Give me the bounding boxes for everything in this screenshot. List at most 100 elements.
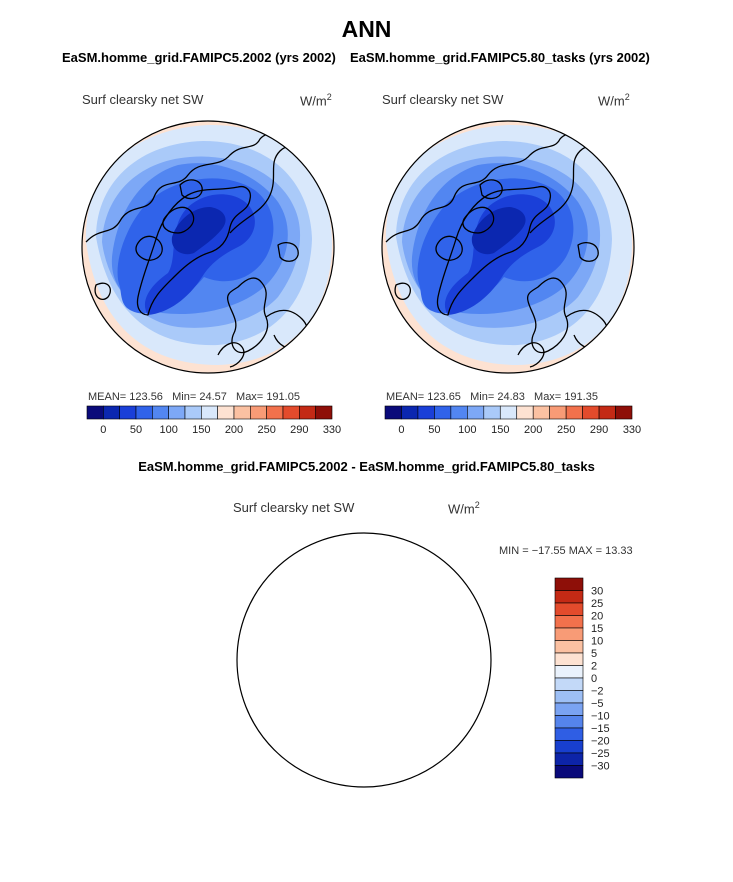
colorbar-diff-swatch-3 (554, 615, 584, 629)
colorbar-diff-swatch-0 (554, 577, 584, 591)
max-label-right: Max= (534, 391, 562, 403)
mean-label-left: MEAN= (88, 391, 127, 403)
colorbar-right-swatch-6 (483, 405, 501, 420)
max-value-left: 191.05 (266, 391, 300, 403)
colorbar-diff-swatch-12 (554, 727, 584, 741)
map-right (381, 120, 635, 374)
colorbar-diff-swatch-9 (554, 690, 584, 704)
colorbar-diff-swatch-14 (554, 752, 584, 766)
colorbar-left-swatch-14 (315, 405, 333, 420)
stats-left: MEAN= 123.56 Min= 24.57 Max= 191.05 (88, 391, 300, 403)
colorbar-diff-tick-label: −15 (591, 723, 610, 735)
units-base-left: W/m (300, 93, 327, 109)
panel-title-left: EaSM.homme_grid.FAMIPC5.2002 (yrs 2002) (62, 50, 336, 65)
mean-label-right: MEAN= (386, 391, 425, 403)
colorbar-diff-tick-label: −2 (591, 686, 604, 698)
colorbar-left-swatch-13 (299, 405, 316, 420)
min-label-left: Min= (172, 391, 197, 403)
colorbar-right-tick-label: 150 (491, 424, 509, 436)
units-exp-left: 2 (326, 92, 332, 102)
variable-label-right: Surf clearsky net SW (382, 92, 504, 107)
colorbar-right-swatch-1 (401, 405, 419, 420)
colorbar-right-swatch-10 (549, 405, 567, 420)
mean-value-right: 123.65 (427, 391, 461, 403)
colorbar-diff-tick-label: −20 (591, 736, 610, 748)
colorbar-diff-swatch-8 (554, 677, 584, 691)
colorbar-diff-swatch-4 (554, 627, 584, 641)
colorbar-diff-swatch-7 (554, 665, 584, 679)
colorbar-left-swatch-8 (217, 405, 235, 420)
colorbar-diff-swatch-1 (554, 590, 584, 604)
max-value-right: 191.35 (564, 391, 598, 403)
max-label-left: Max= (236, 391, 264, 403)
colorbar-left-tick-label: 250 (257, 424, 275, 436)
colorbar-diff-tick-label: 20 (591, 611, 603, 623)
colorbar-right-swatch-7 (499, 405, 518, 420)
colorbar-left-tick-label: 200 (225, 424, 243, 436)
colorbar-left-swatch-1 (103, 405, 120, 420)
min-label-right: Min= (470, 391, 495, 403)
colorbar-right-swatch-5 (467, 405, 485, 420)
units-exp-right: 2 (624, 92, 630, 102)
colorbar-diff-swatch-5 (554, 640, 584, 654)
panel-title-right: EaSM.homme_grid.FAMIPC5.80_tasks (yrs 20… (350, 50, 650, 65)
colorbar-diff-swatch-13 (554, 740, 584, 754)
figure-title: ANN (341, 16, 392, 42)
colorbar-left-swatch-4 (152, 405, 169, 420)
colorbar-diff-tick-label: 25 (591, 598, 603, 610)
colorbar-right-swatch-13 (598, 405, 616, 420)
colorbar-left-swatch-3 (135, 405, 153, 420)
colorbar-diff-tick-label: 15 (591, 623, 603, 635)
colorbar-diff-tick-label: −5 (591, 698, 604, 710)
colorbar-diff-tick-label: −30 (591, 761, 610, 773)
colorbar-right-swatch-2 (417, 405, 435, 420)
colorbar-right-swatch-0 (384, 405, 402, 420)
colorbar-left-swatch-12 (282, 405, 300, 420)
colorbar-right-tick-label: 290 (590, 424, 608, 436)
stats-right: MEAN= 123.65 Min= 24.83 Max= 191.35 (386, 391, 598, 403)
colorbar-right-swatch-12 (582, 405, 600, 420)
colorbar-left-tick-label: 100 (159, 424, 177, 436)
colorbar-diff-tick-label: 2 (591, 661, 597, 673)
units-base-diff: W/m (448, 501, 475, 517)
colorbar-diff-tick-label: 30 (591, 586, 603, 598)
units-exp-diff: 2 (474, 500, 480, 510)
colorbar-right-swatch-11 (565, 405, 583, 420)
colorbar-diff-tick-label: 0 (591, 673, 597, 685)
colorbar-diff-tick-label: 5 (591, 648, 597, 660)
colorbar-left-tick-label: 0 (100, 424, 106, 436)
colorbar-right-tick-label: 330 (623, 424, 641, 436)
colorbar-right-swatch-9 (532, 405, 550, 420)
colorbar-left-swatch-2 (119, 405, 137, 420)
colorbar-left-tick-label: 150 (192, 424, 210, 436)
colorbar-left-swatch-6 (184, 405, 202, 420)
units-label-diff: W/m2 (448, 500, 480, 516)
units-label-left: W/m2 (300, 92, 332, 108)
colorbar-left-swatch-5 (168, 405, 186, 420)
colorbar-right-tick-label: 250 (557, 424, 575, 436)
stats-diff: MIN = −17.55 MAX = 13.33 (499, 545, 633, 557)
colorbar-diff-tick-label: −10 (591, 711, 610, 723)
colorbar-right: 0 50 100 150 200 250 290 330 (384, 405, 641, 436)
map-diff (236, 532, 492, 788)
colorbar-right-tick-label: 100 (458, 424, 476, 436)
min-value-left: 24.57 (199, 391, 227, 403)
colorbar-right-swatch-14 (615, 405, 633, 420)
units-base-right: W/m (598, 93, 625, 109)
min-value-right: 24.83 (497, 391, 525, 403)
colorbar-left-swatch-11 (266, 405, 284, 420)
variable-label-left: Surf clearsky net SW (82, 92, 204, 107)
colorbar-left-swatch-7 (201, 405, 218, 420)
colorbar-left-tick-label: 330 (323, 424, 341, 436)
colorbar-right-swatch-3 (434, 405, 452, 420)
colorbar-left-swatch-0 (86, 405, 104, 420)
colorbar-diff-swatch-10 (554, 702, 584, 716)
map-left (81, 120, 335, 374)
colorbar-diff-swatch-15 (554, 765, 584, 779)
colorbar-right-tick-label: 0 (398, 424, 404, 436)
units-label-right: W/m2 (598, 92, 630, 108)
colorbar-diff-tick-label: 10 (591, 636, 603, 648)
